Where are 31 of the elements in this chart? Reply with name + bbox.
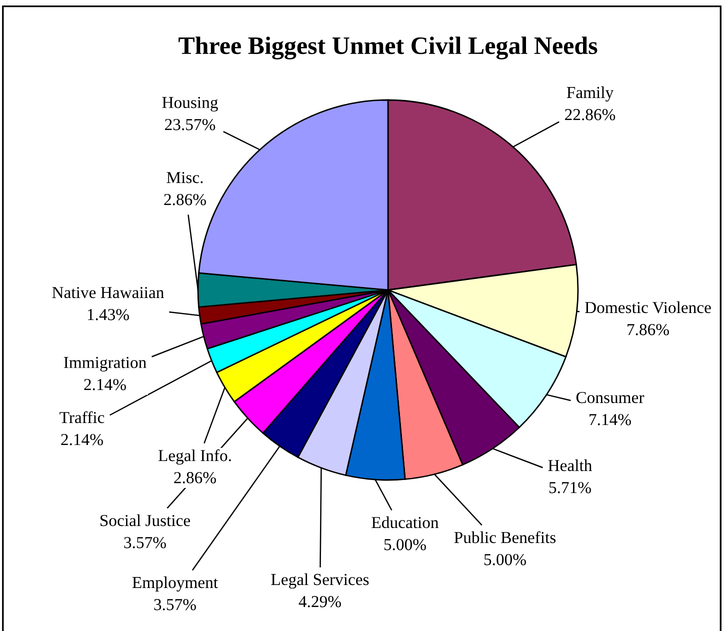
- data-label: 2.14%: [84, 378, 126, 390]
- data-label: 7.14%: [590, 414, 631, 426]
- data-label: 5.71%: [549, 482, 591, 494]
- slice-label: Misc.: [166, 172, 203, 184]
- slice-label: Family: [566, 86, 614, 102]
- data-label: 22.86%: [565, 108, 616, 120]
- slice-label: Native Hawaiian: [52, 286, 164, 298]
- slice-label: Employment: [132, 576, 218, 592]
- data-label: 23.57%: [165, 118, 216, 130]
- slice-label: Legal Services: [271, 573, 369, 589]
- data-label: 5.00%: [384, 538, 426, 550]
- slice-label: Public Benefits: [454, 531, 556, 544]
- slice-label: Traffic: [60, 411, 104, 424]
- slice-label: Education: [372, 516, 439, 528]
- data-label: 1.43%: [88, 308, 129, 320]
- slice-label: Domestic Violence: [585, 301, 711, 314]
- data-label: 7.86%: [628, 324, 669, 336]
- data-label: 2.86%: [164, 194, 206, 206]
- chart-title: Three Biggest Unmet Civil Legal Needs: [178, 36, 598, 60]
- slice-label: Immigration: [64, 356, 146, 372]
- data-label: 2.86%: [174, 472, 216, 484]
- slice-label: Consumer: [576, 392, 644, 404]
- data-label: 3.57%: [154, 598, 196, 610]
- slice-label: Health: [548, 459, 592, 472]
- data-label: 2.14%: [61, 434, 103, 446]
- slice-label: Social Justice: [100, 514, 190, 526]
- slice-label: Legal Info.: [158, 449, 231, 465]
- slice-label: Housing: [162, 96, 218, 112]
- data-label: 5.00%: [484, 554, 526, 566]
- data-label: 4.29%: [298, 596, 341, 608]
- data-label: 3.57%: [124, 536, 166, 548]
